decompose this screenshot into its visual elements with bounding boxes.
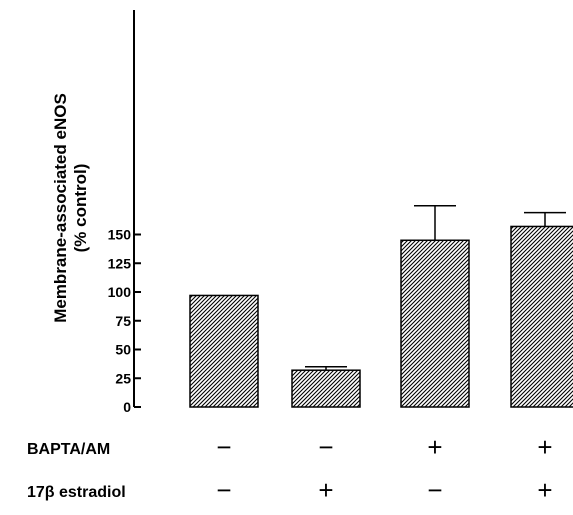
y-axis: 0 25 50 75 100 125 150 (108, 10, 141, 415)
y-axis-title: Membrane-associated eNOS (51, 93, 70, 323)
y-tick-label: 25 (115, 370, 131, 386)
bars (189, 205, 573, 408)
bar-1 (189, 294, 259, 408)
y-axis-subtitle: (% control) (71, 164, 90, 253)
y-tick-label: 125 (108, 255, 132, 271)
bar-4 (510, 225, 573, 408)
y-axis-label: Membrane-associated eNOS (% control) (51, 93, 90, 323)
plus-sign: + (537, 475, 552, 505)
bar-2 (291, 369, 361, 408)
y-tick-label: 100 (108, 284, 132, 300)
condition-label: 17β estradiol (27, 484, 126, 501)
minus-sign: − (427, 475, 442, 505)
plus-sign: + (318, 475, 333, 505)
bar-3 (400, 239, 470, 408)
y-tick-label: 75 (115, 313, 131, 329)
y-tick-label: 150 (108, 227, 132, 243)
condition-label: BAPTA/AM (27, 441, 110, 458)
y-tick-label: 0 (123, 399, 131, 415)
minus-sign: − (216, 475, 231, 505)
minus-sign: − (216, 432, 231, 462)
condition-table: BAPTA/AM − − + +17β estradiol − + − + (27, 432, 553, 505)
y-tick-label: 50 (115, 342, 131, 358)
minus-sign: − (318, 432, 333, 462)
plus-sign: + (427, 432, 442, 462)
plus-sign: + (537, 432, 552, 462)
